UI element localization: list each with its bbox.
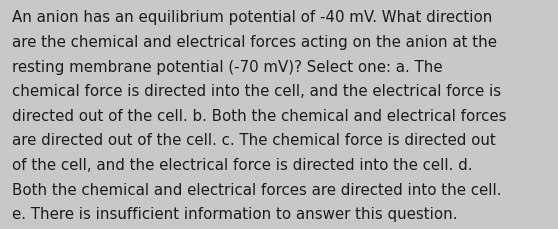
Text: of the cell, and the electrical force is directed into the cell. d.: of the cell, and the electrical force is… [12, 157, 473, 172]
Text: An anion has an equilibrium potential of -40 mV. What direction: An anion has an equilibrium potential of… [12, 10, 493, 25]
Text: e. There is insufficient information to answer this question.: e. There is insufficient information to … [12, 206, 458, 221]
Text: directed out of the cell. b. Both the chemical and electrical forces: directed out of the cell. b. Both the ch… [12, 108, 507, 123]
Text: are the chemical and electrical forces acting on the anion at the: are the chemical and electrical forces a… [12, 35, 497, 50]
Text: Both the chemical and electrical forces are directed into the cell.: Both the chemical and electrical forces … [12, 182, 502, 197]
Text: are directed out of the cell. c. The chemical force is directed out: are directed out of the cell. c. The che… [12, 133, 496, 148]
Text: resting membrane potential (-70 mV)? Select one: a. The: resting membrane potential (-70 mV)? Sel… [12, 59, 443, 74]
Text: chemical force is directed into the cell, and the electrical force is: chemical force is directed into the cell… [12, 84, 502, 99]
